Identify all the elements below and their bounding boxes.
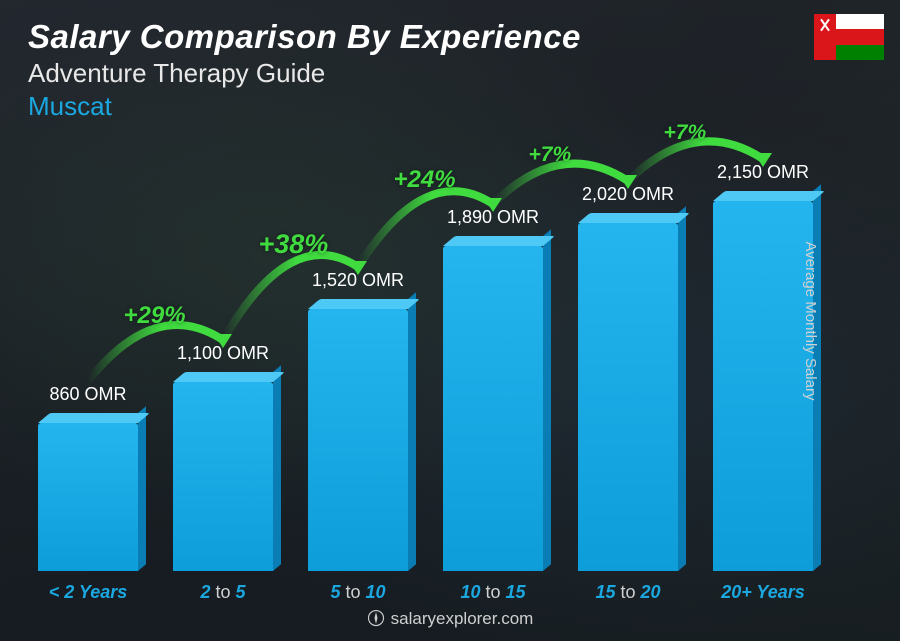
chart-header: Salary Comparison By Experience Adventur…: [28, 18, 581, 122]
plot-area: 860 OMR< 2 Years1,100 OMR2 to 5+29%1,520…: [28, 131, 860, 571]
footer-text: salaryexplorer.com: [391, 609, 534, 628]
chart-subtitle: Adventure Therapy Guide: [28, 58, 581, 89]
salary-chart-container: Salary Comparison By Experience Adventur…: [0, 0, 900, 641]
compass-icon: [367, 609, 385, 627]
footer-attribution: salaryexplorer.com: [0, 609, 900, 629]
country-flag-oman: [814, 14, 884, 60]
chart-title: Salary Comparison By Experience: [28, 18, 581, 56]
growth-arc: +7%: [28, 131, 860, 571]
chart-location: Muscat: [28, 91, 581, 122]
y-axis-label: Average Monthly Salary: [802, 241, 819, 400]
growth-pct-label: +7%: [664, 121, 707, 145]
